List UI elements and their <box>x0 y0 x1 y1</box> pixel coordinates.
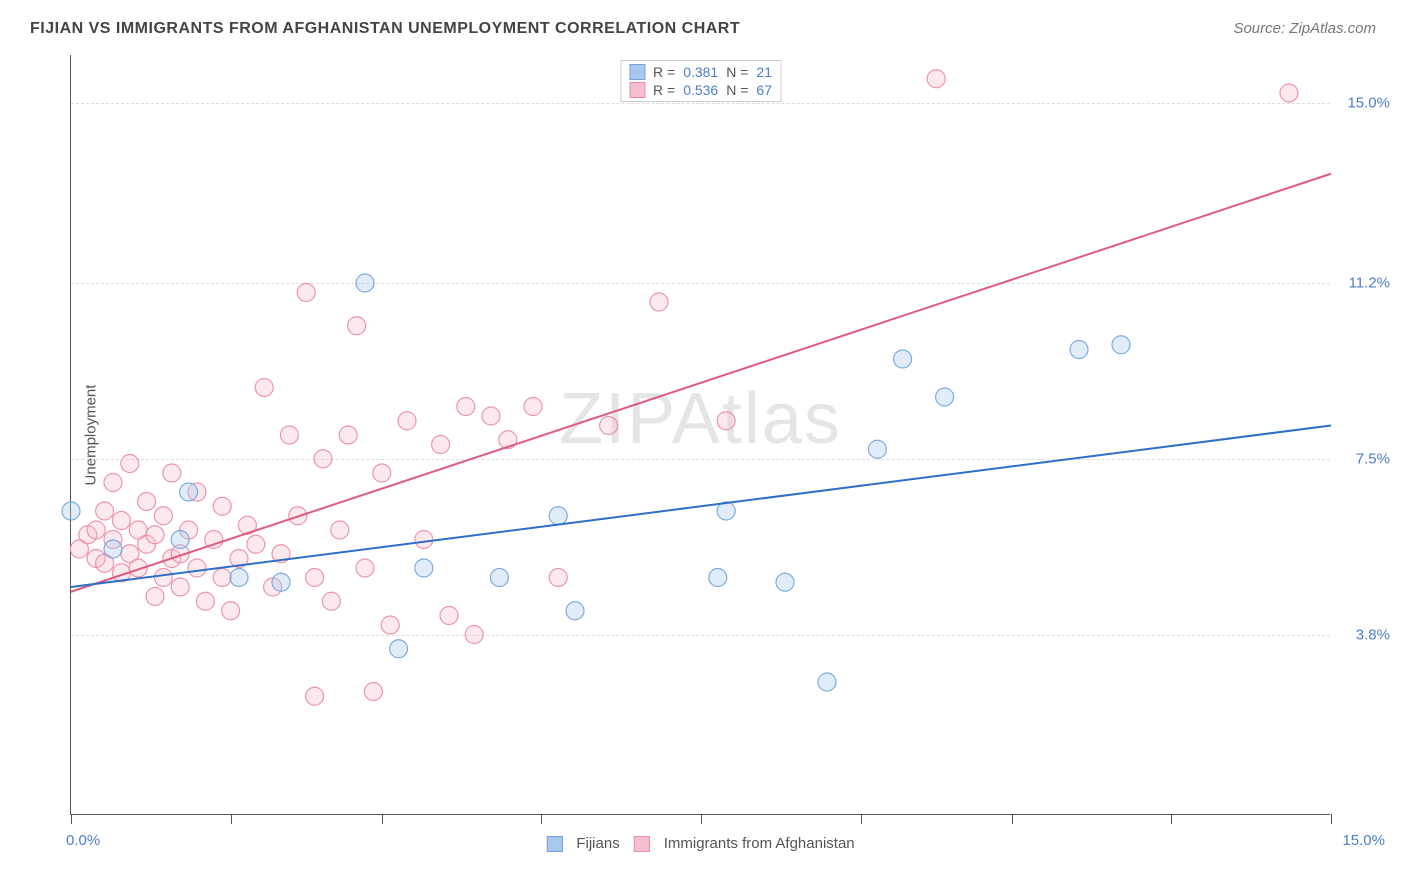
x-tick <box>382 814 383 824</box>
data-point <box>432 436 450 454</box>
data-point <box>188 559 206 577</box>
x-tick <box>1171 814 1172 824</box>
source-attribution: Source: ZipAtlas.com <box>1233 20 1376 37</box>
x-tick <box>861 814 862 824</box>
chart-title: FIJIAN VS IMMIGRANTS FROM AFGHANISTAN UN… <box>30 20 1376 38</box>
data-point <box>566 602 584 620</box>
data-point <box>936 388 954 406</box>
data-point <box>104 540 122 558</box>
regression-line <box>71 426 1331 588</box>
data-point <box>62 502 80 520</box>
data-point <box>348 317 366 335</box>
scatter-plot-svg <box>71 55 1330 814</box>
x-tick <box>701 814 702 824</box>
data-point <box>163 464 181 482</box>
data-point <box>171 531 189 549</box>
data-point <box>230 569 248 587</box>
data-point <box>650 293 668 311</box>
data-point <box>213 497 231 515</box>
data-point <box>306 569 324 587</box>
x-tick <box>1331 814 1332 824</box>
data-point <box>440 607 458 625</box>
data-point <box>112 512 130 530</box>
data-point <box>390 640 408 658</box>
legend-swatch-series1 <box>546 836 562 852</box>
data-point <box>717 412 735 430</box>
data-point <box>213 569 231 587</box>
data-point <box>818 673 836 691</box>
data-point <box>381 616 399 634</box>
data-point <box>339 426 357 444</box>
data-point <box>104 474 122 492</box>
data-point <box>322 592 340 610</box>
data-point <box>356 274 374 292</box>
data-point <box>255 379 273 397</box>
legend-label-series2: Immigrants from Afghanistan <box>664 835 855 852</box>
data-point <box>247 535 265 553</box>
data-point <box>364 683 382 701</box>
y-tick-label: 3.8% <box>1356 626 1390 643</box>
data-point <box>415 531 433 549</box>
x-tick <box>1012 814 1013 824</box>
data-point <box>465 626 483 644</box>
y-tick-label: 15.0% <box>1347 94 1390 111</box>
data-point <box>306 687 324 705</box>
data-point <box>927 70 945 88</box>
data-point <box>314 450 332 468</box>
y-tick-label: 7.5% <box>1356 450 1390 467</box>
x-axis-max-label: 15.0% <box>1342 832 1385 849</box>
data-point <box>138 493 156 511</box>
data-point <box>280 426 298 444</box>
data-point <box>146 588 164 606</box>
data-point <box>1280 84 1298 102</box>
data-point <box>600 417 618 435</box>
data-point <box>1112 336 1130 354</box>
data-point <box>297 284 315 302</box>
data-point <box>398 412 416 430</box>
series-legend: Fijians Immigrants from Afghanistan <box>546 835 854 852</box>
data-point <box>154 507 172 525</box>
data-point <box>490 569 508 587</box>
data-point <box>549 507 567 525</box>
legend-label-series1: Fijians <box>576 835 619 852</box>
data-point <box>709 569 727 587</box>
y-tick-label: 11.2% <box>1349 275 1390 292</box>
data-point <box>868 440 886 458</box>
data-point <box>146 526 164 544</box>
data-point <box>121 455 139 473</box>
data-point <box>549 569 567 587</box>
data-point <box>524 398 542 416</box>
x-tick <box>231 814 232 824</box>
data-point <box>894 350 912 368</box>
data-point <box>1070 341 1088 359</box>
x-tick <box>541 814 542 824</box>
data-point <box>373 464 391 482</box>
legend-swatch-series2 <box>634 836 650 852</box>
data-point <box>96 502 114 520</box>
chart-plot-area: Unemployment ZIPAtlas 3.8%7.5%11.2%15.0%… <box>70 55 1330 815</box>
data-point <box>415 559 433 577</box>
data-point <box>331 521 349 539</box>
x-tick <box>71 814 72 824</box>
data-point <box>87 521 105 539</box>
data-point <box>272 573 290 591</box>
x-axis-min-label: 0.0% <box>66 832 100 849</box>
data-point <box>222 602 240 620</box>
data-point <box>482 407 500 425</box>
data-point <box>356 559 374 577</box>
data-point <box>776 573 794 591</box>
data-point <box>154 569 172 587</box>
data-point <box>457 398 475 416</box>
data-point <box>180 483 198 501</box>
data-point <box>171 578 189 596</box>
data-point <box>196 592 214 610</box>
